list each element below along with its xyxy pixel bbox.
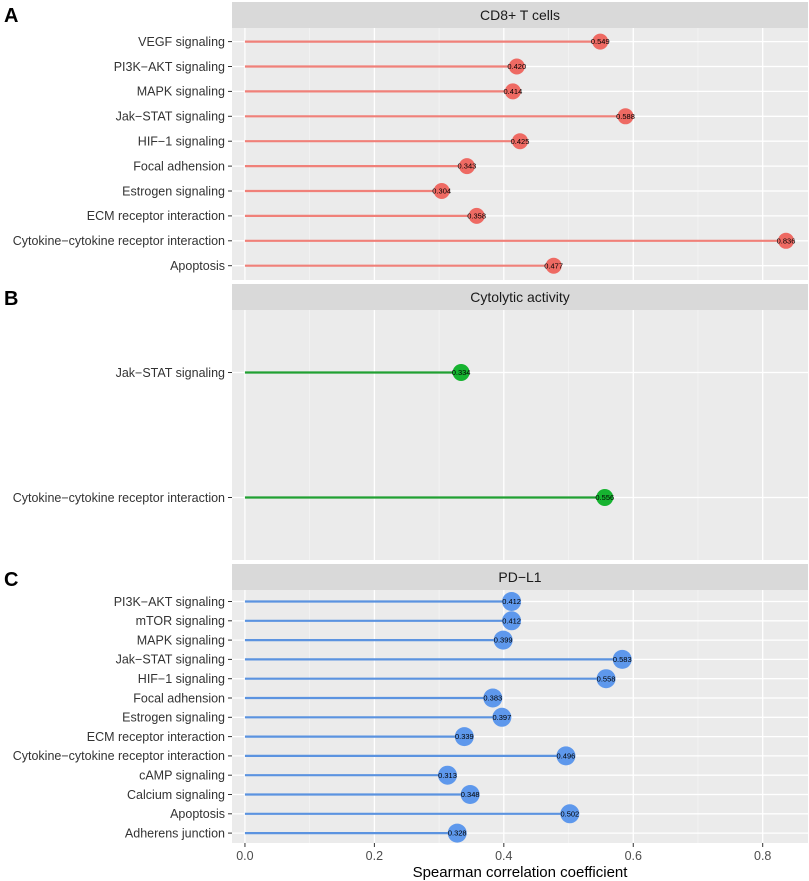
lollipop-dot xyxy=(596,489,614,506)
lollipop-dot xyxy=(502,592,522,611)
lollipop-dot xyxy=(560,804,580,824)
panel-c-marks: PI3K−AKT signaling 0.412 mTOR signaling 0.4… xyxy=(13,592,632,843)
panel-a-title: CD8+ T cells xyxy=(480,7,560,23)
x-tick-label: 0.6 xyxy=(625,849,642,863)
lollipop-dot xyxy=(454,727,474,747)
lollipop-dot xyxy=(556,746,576,766)
lollipop-dot xyxy=(592,33,609,50)
x-tick-label: 0.8 xyxy=(754,849,771,863)
panel-b-plot-area xyxy=(232,310,808,560)
value-label: 0.313 xyxy=(438,771,457,780)
lollipop-dot xyxy=(452,364,470,381)
lollipop-dot xyxy=(458,158,475,175)
panel-b-strip xyxy=(232,284,808,310)
value-label: 0.836 xyxy=(777,236,796,245)
category-label: Focal adhension xyxy=(133,159,225,173)
x-tick-label: 0.0 xyxy=(236,849,253,863)
value-label: 0.412 xyxy=(502,616,521,625)
x-axis-title: Spearman correlation coefficient xyxy=(413,864,629,881)
lollipop-dot xyxy=(545,257,562,274)
category-label: MAPK signaling xyxy=(137,85,225,99)
lollipop-dot xyxy=(596,669,616,689)
panel-c: C PD−L1 PI3K−AKT signaling 0.412 mTOR sign… xyxy=(4,564,808,843)
panel-a-label: A xyxy=(4,5,18,27)
category-label: VEGF signaling xyxy=(138,35,225,49)
panel-c-label: C xyxy=(4,569,18,591)
category-label: Estrogen signaling xyxy=(122,184,225,198)
lollipop-dot xyxy=(492,707,512,727)
lollipop-dot xyxy=(468,207,485,224)
lollipop-dot xyxy=(433,183,450,199)
value-label: 0.477 xyxy=(544,261,563,270)
panel-a: A CD8+ T cells VEGF signaling 0.549 PI3K−A… xyxy=(4,2,808,280)
value-label: 0.397 xyxy=(492,713,511,722)
value-label: 0.583 xyxy=(613,655,632,664)
value-label: 0.304 xyxy=(432,187,451,196)
value-label: 0.343 xyxy=(458,162,477,171)
value-label: 0.348 xyxy=(461,790,480,799)
value-label: 0.558 xyxy=(597,674,616,683)
value-label: 0.358 xyxy=(467,212,486,221)
value-label: 0.414 xyxy=(503,87,522,96)
value-label: 0.502 xyxy=(560,809,579,818)
category-label: HIF−1 signaling xyxy=(138,672,225,686)
value-label: 0.383 xyxy=(483,694,502,703)
lollipop-dot xyxy=(612,649,632,669)
category-label: Focal adhension xyxy=(133,691,225,705)
lollipop-dot xyxy=(447,823,467,843)
lollipop-dot xyxy=(512,133,528,150)
x-tick-label: 0.4 xyxy=(495,849,512,863)
value-label: 0.334 xyxy=(452,368,471,377)
lollipop-dot xyxy=(502,611,522,631)
category-label: Cytokine−cytokine receptor interaction xyxy=(13,234,225,248)
category-label: ECM receptor interaction xyxy=(87,730,225,744)
lollipop-dot xyxy=(504,83,521,100)
category-label: Cytokine−cytokine receptor interaction xyxy=(13,491,225,505)
lollipop-dot xyxy=(460,785,480,804)
panel-b-title: Cytolytic activity xyxy=(470,289,570,305)
panel-a-strip xyxy=(232,2,808,28)
lollipop-dot xyxy=(493,630,513,650)
panel-c-strip xyxy=(232,564,808,590)
panel-c-title: PD−L1 xyxy=(498,569,541,585)
lollipop-dot xyxy=(777,232,794,249)
category-label: mTOR signaling xyxy=(136,614,225,628)
lollipop-dot xyxy=(617,108,634,125)
category-label: Jak−STAT signaling xyxy=(116,653,225,667)
lollipop-dot xyxy=(438,765,458,785)
value-label: 0.420 xyxy=(507,62,526,71)
category-label: PI3K−AKT signaling xyxy=(114,595,225,609)
value-label: 0.339 xyxy=(455,732,474,741)
value-label: 0.549 xyxy=(591,37,610,46)
category-label: Jak−STAT signaling xyxy=(116,110,225,124)
category-label: cAMP signaling xyxy=(139,769,225,783)
category-label: Apoptosis xyxy=(170,259,225,273)
panel-b-marks: Jak−STAT signaling 0.334 Cytokine−cytokine… xyxy=(13,364,614,506)
category-label: MAPK signaling xyxy=(137,633,225,647)
category-label: Adherens junction xyxy=(125,826,225,840)
category-label: PI3K−AKT signaling xyxy=(114,60,225,74)
category-label: Apoptosis xyxy=(170,807,225,821)
category-label: Cytokine−cytokine receptor interaction xyxy=(13,749,225,763)
value-label: 0.399 xyxy=(494,636,513,645)
panel-b: B Cytolytic activity Jak−STAT signaling 0… xyxy=(4,284,808,560)
lollipop-dot xyxy=(483,688,503,708)
panel-a-marks: VEGF signaling 0.549 PI3K−AKT signaling 0.4… xyxy=(13,33,796,274)
value-label: 0.556 xyxy=(595,493,614,502)
category-label: Calcium signaling xyxy=(127,788,225,802)
category-label: Jak−STAT signaling xyxy=(116,366,225,380)
lollipop-dot xyxy=(508,58,525,75)
category-label: Estrogen signaling xyxy=(122,711,225,725)
x-axis: 0.0 0.2 0.4 0.6 0.8 xyxy=(236,843,771,863)
category-label: ECM receptor interaction xyxy=(87,209,225,223)
value-label: 0.496 xyxy=(557,752,576,761)
category-label: HIF−1 signaling xyxy=(138,135,225,149)
value-label: 0.425 xyxy=(511,137,530,146)
value-label: 0.588 xyxy=(616,112,635,121)
value-label: 0.328 xyxy=(448,829,467,838)
value-label: 0.412 xyxy=(502,597,521,606)
x-tick-label: 0.2 xyxy=(366,849,383,863)
panel-b-label: B xyxy=(4,288,18,310)
